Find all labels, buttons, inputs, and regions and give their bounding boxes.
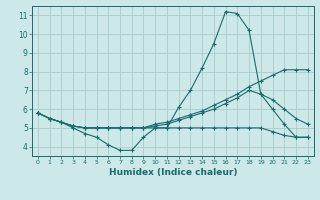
X-axis label: Humidex (Indice chaleur): Humidex (Indice chaleur) (108, 168, 237, 177)
